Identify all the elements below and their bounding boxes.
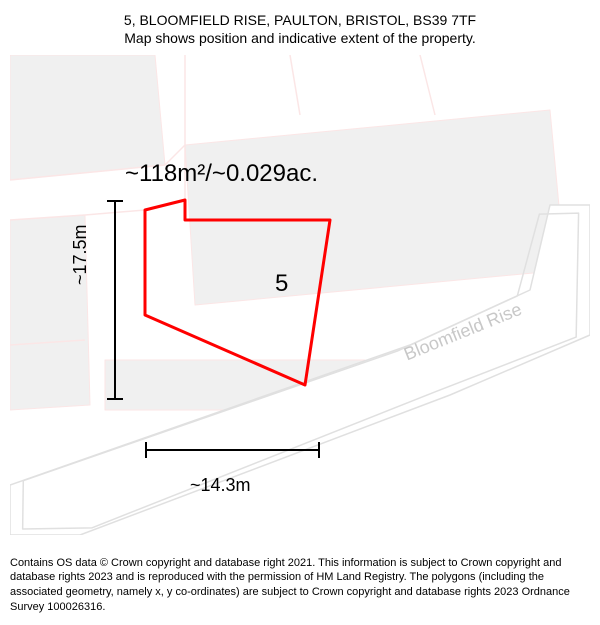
area-label: ~118m²/~0.029ac. — [125, 160, 318, 188]
dim-line-vertical — [114, 200, 116, 400]
dim-tick — [107, 200, 123, 202]
page-title: 5, BLOOMFIELD RISE, PAULTON, BRISTOL, BS… — [0, 12, 600, 28]
dim-tick — [145, 442, 147, 458]
height-dimension — [100, 200, 130, 400]
page-subtitle: Map shows position and indicative extent… — [0, 30, 600, 46]
footer-text: Contains OS data © Crown copyright and d… — [10, 556, 590, 615]
width-dimension — [145, 435, 320, 465]
map-area: ~118m²/~0.029ac. 5 ~17.5m ~14.3m Bloomfi… — [10, 55, 590, 535]
dim-tick — [318, 442, 320, 458]
dim-tick — [107, 398, 123, 400]
plot-number: 5 — [275, 270, 288, 298]
header: 5, BLOOMFIELD RISE, PAULTON, BRISTOL, BS… — [0, 12, 600, 46]
width-label: ~14.3m — [190, 475, 251, 496]
dim-line-horizontal — [145, 449, 320, 451]
height-label: ~17.5m — [70, 224, 91, 285]
